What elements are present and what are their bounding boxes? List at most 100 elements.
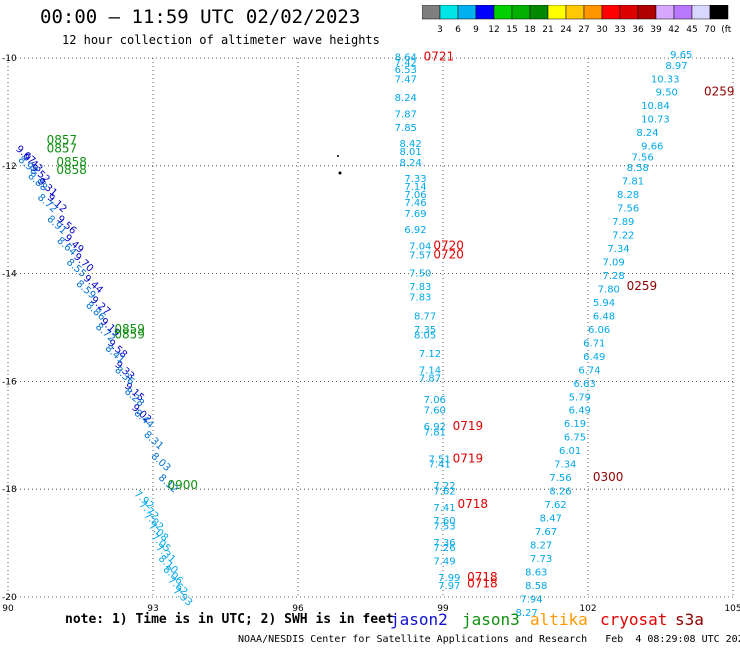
chart-subtitle: 12 hour collection of altimeter wave hei…: [62, 33, 380, 47]
wave-height-label: 7.81: [424, 427, 446, 438]
wave-height-label: 7.34: [554, 460, 576, 471]
wave-height-label: 10.73: [641, 115, 670, 126]
wave-height-label: 7.69: [404, 209, 426, 220]
pass-time-label: 0858: [56, 163, 87, 177]
wave-height-label: 7.50: [409, 268, 431, 279]
wave-height-label: 8.24: [395, 93, 417, 104]
wave-height-label: 8.64: [395, 53, 417, 64]
wave-height-label: 7.26: [433, 543, 455, 554]
wave-height-label: 8.58: [525, 581, 547, 592]
legend-s3a: s3a: [675, 610, 704, 629]
wave-height-label: 5.94: [593, 298, 615, 309]
pass-time-label: 0718: [458, 497, 489, 511]
legend-jason3: jason3: [462, 610, 520, 629]
wave-height-label: 7.47: [395, 74, 417, 85]
colorbar-label: 42: [668, 25, 679, 35]
pass-time-label: 0718: [467, 576, 498, 590]
wave-height-label: 6.53: [395, 65, 417, 76]
wave-height-label: 6.49: [583, 352, 605, 363]
wave-height-label: 7.93: [170, 586, 194, 609]
wave-height-label: 5.79: [569, 392, 591, 403]
wave-height-label: 7.46: [404, 198, 426, 209]
wave-height-label: 6.19: [564, 419, 586, 430]
wave-height-label: 8.05: [414, 330, 436, 341]
wave-height-label: 6.06: [588, 325, 610, 336]
pass-time-label: 0858: [56, 155, 87, 169]
y-tick-label: -20: [2, 593, 17, 603]
wave-height-label: 7.14: [419, 365, 441, 376]
colorbar-label: 45: [686, 25, 697, 35]
wave-height-label: 7.22: [612, 231, 634, 242]
colorbar-label: 21: [542, 25, 553, 35]
wave-height-label: 7.73: [530, 554, 552, 565]
wave-height-label: 7.89: [612, 217, 634, 228]
credit-line: NOAA/NESDIS Center for Satellite Applica…: [238, 634, 740, 645]
colorbar-label: 39: [650, 25, 662, 35]
wave-height-label: 10.84: [641, 101, 670, 112]
wave-height-label: 8.63: [525, 567, 547, 578]
wave-height-label: 7.80: [598, 284, 620, 295]
wave-height-label: 7.34: [607, 244, 629, 255]
pass-time-label: 0857: [47, 133, 78, 147]
legend-altika: altika: [530, 610, 588, 629]
wave-height-label: 7.06: [404, 190, 426, 201]
y-tick-label: -10: [2, 54, 17, 64]
wave-height-label: 6.92: [424, 422, 446, 433]
colorbar-label: 3: [437, 25, 443, 35]
x-tick-label: 99: [437, 604, 449, 614]
pass-time-label: 0857: [47, 141, 78, 155]
wave-height-label: 8.27: [516, 608, 538, 619]
colorbar-swatch: [709, 5, 729, 20]
island-marker: [338, 171, 342, 175]
pass-time-label: 0719: [453, 451, 484, 465]
wave-height-label: 9.66: [641, 142, 663, 153]
wave-height-label: 7.04: [409, 241, 431, 252]
wave-height-label: 7.87: [395, 109, 417, 120]
wave-height-label: 8.77: [414, 311, 436, 322]
wave-height-label: 8.27: [530, 540, 552, 551]
colorbar-label: 27: [578, 25, 589, 35]
wave-height-label: 6.49: [569, 406, 591, 417]
wave-height-label: 7.87: [419, 373, 441, 384]
y-tick-label: -16: [2, 377, 17, 387]
wave-height-label: 10.33: [651, 74, 680, 85]
island-marker: [337, 155, 339, 157]
wave-height-label: 7.33: [404, 174, 426, 185]
wave-height-label: 7.35: [414, 325, 436, 336]
y-tick-label: -14: [2, 270, 17, 280]
wave-height-label: 6.63: [574, 379, 596, 390]
colorbar-label: 12: [488, 25, 499, 35]
colorbar-label: 24: [560, 25, 572, 35]
wave-height-label: 8.24: [400, 158, 422, 169]
wave-height-label: 7.94: [520, 594, 542, 605]
wave-height-label: 8.42: [400, 139, 422, 150]
wave-height-label: 8.24: [636, 128, 658, 139]
footer-note: note: 1) Time is in UTC; 2) SWH is in fe…: [65, 612, 394, 627]
wave-height-label: 8.03: [149, 451, 173, 474]
wave-height-label: 8.28: [617, 190, 639, 201]
pass-time-label: 0859: [114, 322, 145, 336]
wave-height-label: 8.44: [132, 408, 156, 431]
wave-height-label: 8.31: [141, 429, 165, 452]
colorbar-label: (ft): [721, 25, 732, 35]
wave-height-label: 7.22: [433, 481, 455, 492]
wave-height-label: 7.62: [433, 487, 455, 498]
wave-height-label: 7.83: [409, 293, 431, 304]
colorbar-label: 18: [524, 25, 536, 35]
wave-height-label: 8.47: [540, 514, 562, 525]
wave-height-label: 8.97: [665, 61, 687, 72]
wave-height-label: 7.57: [409, 251, 431, 262]
x-tick-label: 105: [724, 604, 740, 614]
wave-height-label: 7.51: [429, 454, 451, 465]
wave-height-label: 6.75: [564, 433, 586, 444]
colorbar-label: 36: [632, 25, 644, 35]
wave-height-label: 7.62: [545, 500, 567, 511]
wave-height-label: 7.53: [433, 522, 455, 533]
wave-height-label: 7.56: [549, 473, 571, 484]
colorbar-label: 15: [506, 25, 517, 35]
colorbar-label: 33: [614, 25, 625, 35]
wave-height-label: 6.74: [578, 365, 600, 376]
wave-height-label: 7.60: [424, 406, 446, 417]
